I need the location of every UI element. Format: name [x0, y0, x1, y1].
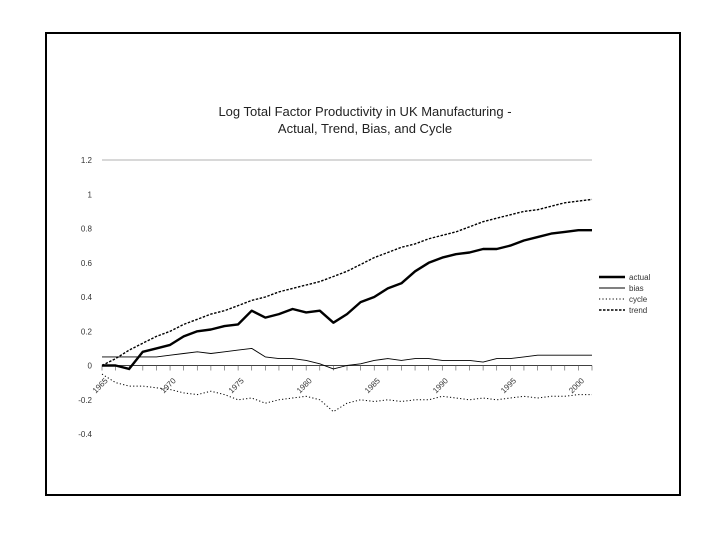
- series-line-actual: [102, 228, 592, 371]
- tfp-line-chart: Log Total Factor Productivity in UK Manu…: [78, 104, 651, 439]
- x-tick-label: 2000: [567, 376, 586, 395]
- x-tick-label: 1970: [159, 376, 178, 395]
- x-tick-label: 1995: [499, 376, 518, 395]
- y-tick-label: 0.2: [81, 327, 93, 336]
- x-tick-label: 1990: [431, 376, 450, 395]
- x-tick-label: 1975: [227, 376, 246, 395]
- y-tick-label: 1: [88, 190, 93, 199]
- x-tick-label: 1985: [363, 376, 382, 395]
- x-tick-label: 1965: [91, 376, 110, 395]
- y-tick-label: 0.6: [81, 259, 93, 268]
- y-tick-label: -0.4: [78, 430, 92, 439]
- series-line-cycle: [101, 373, 592, 413]
- series-line-trend: [101, 198, 593, 367]
- y-tick-label: -0.2: [78, 396, 92, 405]
- chart-frame: Log Total Factor Productivity in UK Manu…: [45, 32, 681, 496]
- chart-title: Log Total Factor Productivity in UK Manu…: [218, 104, 511, 119]
- y-tick-label: 0.8: [81, 225, 93, 234]
- y-tick-label: 0.4: [81, 293, 93, 302]
- series-line-bias: [102, 347, 592, 370]
- legend-label-actual: actual: [629, 273, 651, 282]
- legend: actual bias cycle trend: [599, 273, 651, 315]
- legend-label-trend: trend: [629, 306, 647, 315]
- legend-label-cycle: cycle: [629, 295, 648, 304]
- x-tick-label: 1980: [295, 376, 314, 395]
- legend-label-bias: bias: [629, 284, 644, 293]
- y-tick-label: 1.2: [81, 156, 93, 165]
- y-tick-label: 0: [88, 362, 93, 371]
- chart-subtitle: Actual, Trend, Bias, and Cycle: [278, 121, 452, 136]
- plot-area: 1.2 1 0.8 0.6 0.4 0.2 0 -0.2 -0.4 1965 1970 1975 198…: [78, 156, 593, 439]
